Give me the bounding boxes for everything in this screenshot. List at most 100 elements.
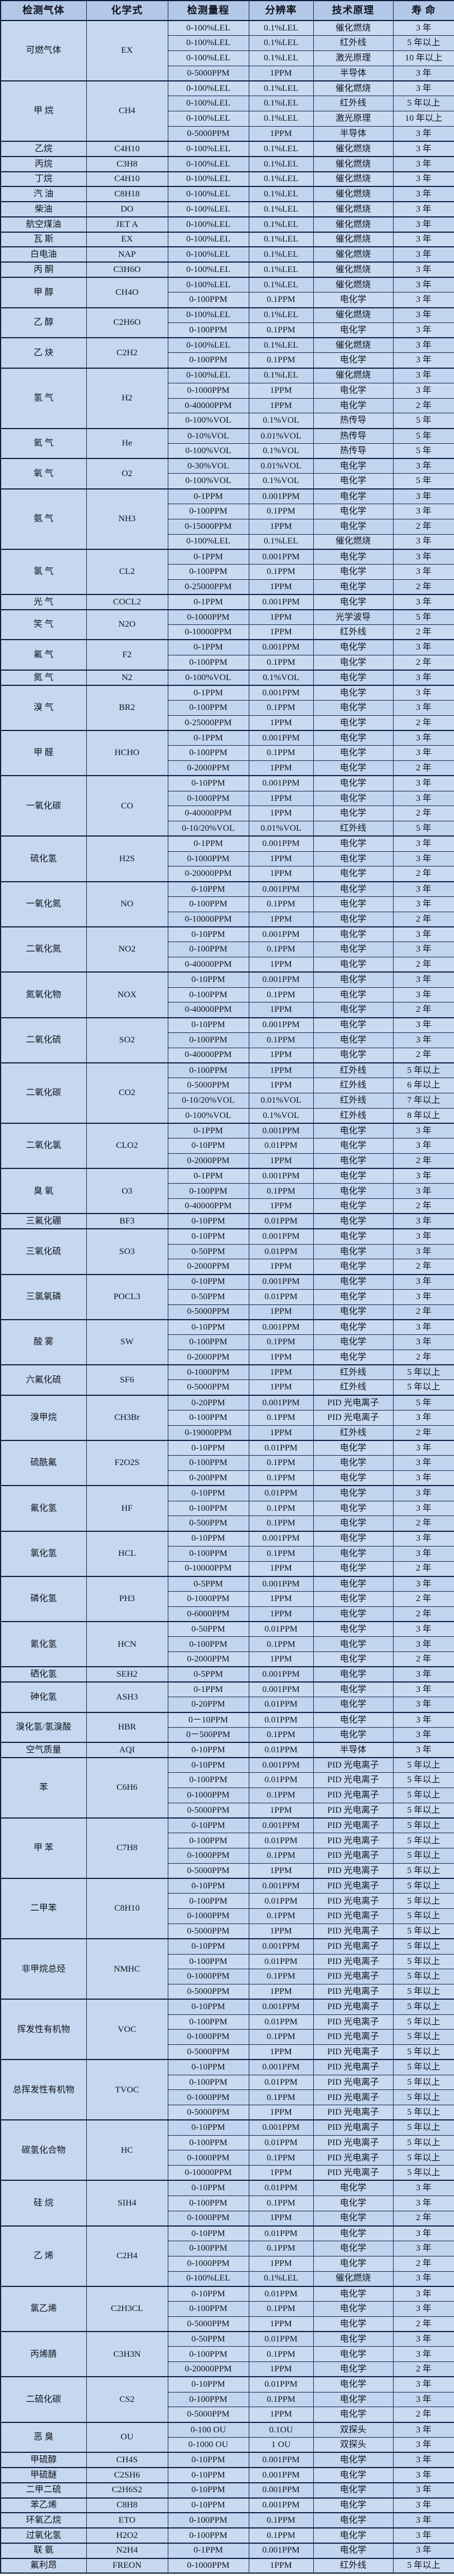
resolution-cell: 0.1PPM — [248, 745, 314, 762]
gas-name-cell: 六氟化硫 — [0, 1364, 87, 1396]
gas-formula-cell: O3 — [86, 1168, 168, 1214]
lifespan-cell: 7 年以上 — [392, 1092, 454, 1109]
principle-cell: 催化燃烧 — [313, 141, 394, 157]
principle-cell: 电化学 — [313, 1243, 394, 1260]
principle-cell: PID 光电离子 — [313, 2089, 394, 2106]
gas-name-cell: 苯乙烯 — [0, 2497, 87, 2513]
resolution-cell: 0.1%VOL — [248, 443, 314, 459]
lifespan-cell: 2 年 — [392, 397, 454, 414]
gas-name-cell: 氟化氢 — [0, 1485, 87, 1532]
range-cell: 0-100%LEL — [167, 35, 249, 52]
gas-formula-cell: N2O — [86, 609, 168, 640]
table-row: 空气质量 AQI 0-10PPM 0.01PPM 半导体 3 年 — [0, 1742, 454, 1758]
principle-cell: 电化学 — [313, 669, 394, 686]
lifespan-cell: 3 年 — [392, 2512, 454, 2529]
principle-cell: 电化学 — [313, 488, 394, 504]
lifespan-cell: 3 年 — [392, 1621, 454, 1637]
principle-cell: PID 光电离子 — [313, 2074, 394, 2091]
table-row: 0-40000PPM 1PPM 电化学 2 年 — [1, 1002, 454, 1018]
lifespan-cell: 3 年 — [392, 2271, 454, 2287]
lifespan-cell: 10 年以上 — [392, 50, 454, 66]
range-cell: 0-10PPM — [167, 1878, 249, 1894]
table-row: 0-100PPM 0.01PPM PID 光电离子 5 年以上 — [1, 1953, 454, 1970]
lifespan-cell: 3 年 — [392, 2241, 454, 2256]
gas-formula-cell: C2H4 — [86, 2225, 168, 2287]
resolution-cell: 1PPM — [248, 579, 314, 595]
table-row: 碳氢化合物 HC 0-10PPM 0.001PPM PID 光电离子 5 年以上 — [0, 2119, 454, 2181]
resolution-cell: 0.1%LEL — [248, 111, 314, 127]
range-cell: 0-1000PPM — [167, 1848, 249, 1864]
table-row: 0-100%LEL 0.1%LEL 红外线 5 年以上 — [1, 96, 454, 112]
table-header: 检测气体 化学式 检测量程 分辨率 技术原理寿 命 — [0, 0, 454, 21]
lifespan-cell: 3 年 — [392, 987, 454, 1003]
principle-cell: 电化学 — [313, 2512, 394, 2529]
range-cell: 0-15000PPM — [167, 518, 249, 535]
resolution-cell: 0.1PPM — [248, 1545, 314, 1562]
resolution-cell: 0.001PPM — [248, 2497, 314, 2513]
lifespan-cell: 5 年 — [392, 1394, 454, 1411]
range-cell: 0-100PPM — [167, 2195, 249, 2211]
range-cell: 0-2000PPM — [167, 1259, 249, 1275]
range-cell: 0-100%LEL — [167, 20, 249, 36]
table-row: 0-10/20%VOL 0.01%VOL 红外线 5 年 — [1, 821, 454, 837]
table-row: 臭 氧 O3 0-1PPM 0.001PPM 电化学 3 年 — [0, 1168, 454, 1214]
gas-formula-cell: CH4 — [86, 80, 168, 142]
principle-cell: PID 光电离子 — [313, 1953, 394, 1970]
resolution-cell: 0.001PPM — [248, 1122, 314, 1139]
range-cell: 0-1000PPM — [167, 2255, 249, 2272]
resolution-cell: 0.01PPM — [248, 1893, 314, 1909]
table-row: 0-100PPM 0.1PPM 电化学 3 年 — [1, 1636, 454, 1653]
range-cell: 0-10PPM — [167, 1228, 249, 1245]
principle-cell: 电化学 — [313, 1349, 394, 1365]
table-row: 0-100PPM 0.1PPM 电化学 3 年 — [1, 504, 454, 519]
lifespan-cell: 3 年 — [392, 926, 454, 943]
principle-cell: 电化学 — [313, 760, 394, 776]
resolution-cell: 1PPM — [248, 2255, 314, 2272]
principle-cell: PID 光电离子 — [313, 1893, 394, 1909]
lifespan-cell: 3 年 — [392, 1439, 454, 1456]
range-cell: 0-10PPM — [167, 2225, 249, 2242]
range-cell: 0-1PPM — [167, 2542, 249, 2559]
principle-cell: 电化学 — [313, 1304, 394, 1320]
gas-formula-cell: CO2 — [86, 1062, 168, 1124]
table-row: 0-100PPM 0.1PPM 电化学 3 年 — [1, 564, 454, 580]
range-cell: 0-100PPM — [167, 504, 249, 519]
table-row: 0-5000PPM 1PPM PID 光电离子 5 年以上 — [1, 1923, 454, 1939]
table-row: 非甲烷总烃 NMHC 0-10PPM 0.001PPM PID 光电离子 5 年以上 — [0, 1938, 454, 2000]
lifespan-cell: 2 年 — [392, 654, 454, 671]
lifespan-cell: 5 年以上 — [392, 2119, 454, 2136]
gas-table-body: 可燃气体 EX 0-100%LEL 0.1%LEL 催化燃烧 3 年 0-100%LEL 0.… — [0, 19, 454, 2574]
range-cell: 0-1PPM — [167, 1168, 249, 1184]
lifespan-cell: 3 年 — [392, 20, 454, 36]
lifespan-cell: 5 年以上 — [392, 1772, 454, 1789]
resolution-cell: 1PPM — [248, 1802, 314, 1819]
principle-cell: 电化学 — [313, 2452, 394, 2468]
principle-cell: 光学波导 — [313, 609, 394, 626]
principle-cell: 电化学 — [313, 1439, 394, 1456]
lifespan-cell: 3 年 — [392, 155, 454, 172]
gas-formula-cell: H2 — [86, 367, 168, 429]
table-row: 0-20000PPM 1PPM 电化学 2 年 — [1, 2361, 454, 2377]
table-row: 氯乙烯 C2H3CL 0-10PPM 0.01PPM 电化学 3 年 — [0, 2285, 454, 2332]
range-cell: 0-10PPM — [167, 881, 249, 897]
principle-cell: 红外线 — [313, 1107, 394, 1124]
resolution-cell: 0.001PPM — [248, 1666, 314, 1683]
resolution-cell: 0.01PPM — [248, 2225, 314, 2242]
gas-formula-cell: C2SH6 — [86, 2467, 168, 2483]
resolution-cell: 0.1PPM — [248, 2150, 314, 2166]
principle-cell: 红外线 — [313, 1062, 394, 1079]
gas-name-cell: 甲硫醚 — [0, 2467, 87, 2483]
principle-cell: 双探头 — [313, 2421, 394, 2438]
gas-name-cell: 苯 — [0, 1757, 87, 1819]
resolution-cell: 0.01PPM — [248, 1953, 314, 1970]
resolution-cell: 1PPM — [248, 397, 314, 414]
principle-cell: 电化学 — [313, 729, 394, 746]
lifespan-cell: 3 年 — [392, 2421, 454, 2438]
principle-cell: 红外线 — [313, 2557, 394, 2574]
lifespan-cell: 5 年以上 — [392, 1833, 454, 1849]
principle-cell: 电化学 — [313, 458, 394, 474]
gas-formula-cell: POCL3 — [86, 1273, 168, 1320]
lifespan-cell: 3 年 — [392, 231, 454, 247]
principle-cell: 热传导 — [313, 413, 394, 429]
gas-name-cell: 乙 炔 — [0, 337, 87, 369]
